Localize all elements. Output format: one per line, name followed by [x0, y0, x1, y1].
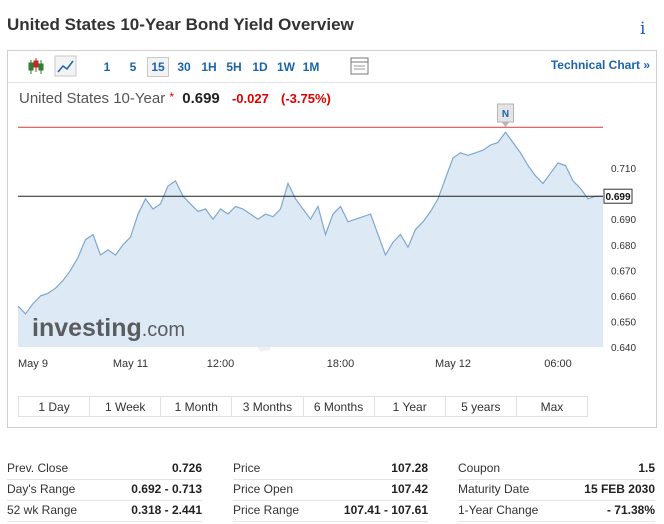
interval-button[interactable]: 15	[147, 57, 169, 77]
row-divider	[233, 479, 428, 480]
range-button[interactable]: 3 Months	[231, 396, 304, 417]
technical-chart-link[interactable]: Technical Chart »	[550, 58, 650, 72]
logo: investing.com	[32, 314, 185, 342]
range-button[interactable]: 6 Months	[302, 396, 375, 417]
change-percent: (-3.75%)	[281, 91, 331, 106]
row-divider	[458, 500, 655, 501]
row-divider	[458, 479, 655, 480]
logo-suffix: .com	[142, 319, 185, 341]
interval-button[interactable]: 1H	[201, 60, 217, 74]
stat-value: 0.692 - 0.713	[131, 482, 202, 496]
range-button[interactable]: 1 Month	[160, 396, 233, 417]
row-divider	[7, 479, 202, 480]
price: 0.699	[182, 90, 220, 107]
y-tick-label: 0.660	[611, 292, 636, 303]
y-tick-label: 0.680	[611, 241, 636, 252]
line-chart-icon[interactable]	[54, 55, 77, 77]
interval-button[interactable]: 1	[103, 60, 111, 74]
interval-button[interactable]: 1M	[302, 60, 320, 74]
interval-button[interactable]: 5H	[226, 60, 242, 74]
last-price-box	[603, 188, 633, 204]
x-tick-label: May 12	[435, 358, 471, 370]
range-button[interactable]: 1 Year	[373, 396, 446, 417]
range-button[interactable]: 1 Day	[18, 396, 91, 417]
row-divider	[7, 500, 202, 501]
page-title: United States 10-Year Bond Yield Overvie…	[7, 15, 354, 34]
row-divider	[458, 521, 655, 522]
quote-row: United States 10-Year * 0.699 -0.027 (-3…	[19, 90, 331, 107]
interval-button[interactable]: 30	[177, 60, 191, 74]
news-flag-pointer	[501, 122, 510, 127]
stat-label: 1-Year Change	[458, 503, 539, 517]
toolbar-icons	[28, 55, 369, 77]
interval-button[interactable]: 1W	[277, 60, 295, 74]
row-divider	[7, 521, 202, 522]
last-price-label: 0.699	[605, 192, 630, 203]
logo-name: investing	[32, 314, 142, 342]
change: -0.027	[231, 91, 269, 106]
y-tick-label: 0.710	[611, 164, 636, 175]
x-tick-label: 12:00	[207, 358, 235, 370]
y-tick-label: 0.690	[611, 215, 636, 226]
stat-value: - 71.38%	[606, 503, 655, 517]
candle-icon[interactable]	[28, 58, 44, 74]
price-line	[17, 131, 603, 315]
stat-value: 107.42	[391, 482, 428, 496]
interval-button[interactable]: 5	[129, 60, 137, 74]
settings-icon[interactable]	[350, 57, 369, 75]
x-tick-label: May 11	[113, 358, 148, 370]
instrument-name: United States 10-Year	[19, 90, 166, 107]
stat-label: Price Open	[233, 482, 294, 496]
stat-label: Day's Range	[7, 482, 76, 496]
x-tick-label: 18:00	[327, 358, 355, 370]
delay-marker: *	[169, 90, 175, 104]
separator	[8, 82, 656, 83]
stat-label: Maturity Date	[458, 482, 530, 496]
stat-label: Coupon	[458, 461, 501, 475]
interval-button[interactable]: 1D	[252, 60, 268, 74]
x-tick-label: May 9	[18, 358, 48, 370]
y-tick-label: 0.650	[611, 317, 636, 328]
stat-value: 0.318 - 2.441	[131, 503, 202, 517]
news-flag-label: N	[502, 109, 509, 120]
stat-label: 52 wk Range	[7, 503, 78, 517]
y-tick-label: 0.640	[611, 343, 636, 354]
stat-value: 1.5	[638, 461, 655, 475]
range-button[interactable]: Max	[515, 396, 588, 417]
chart-widget	[7, 50, 657, 428]
chart: WikiFXinvesting.com0.6990.6400.6500.6600…	[17, 103, 636, 370]
range-button[interactable]: 1 Week	[89, 396, 162, 417]
stat-label: Price	[233, 461, 261, 475]
stat-label: Prev. Close	[7, 461, 69, 475]
stat-label: Price Range	[233, 503, 300, 517]
stat-value: 107.41 - 107.61	[343, 503, 428, 517]
row-divider	[233, 500, 428, 501]
stat-value: 107.28	[391, 461, 428, 475]
stat-value: 15 FEB 2030	[584, 482, 655, 496]
row-divider	[233, 521, 428, 522]
area-fill	[18, 132, 603, 347]
range-button[interactable]: 5 years	[444, 396, 517, 417]
info-icon[interactable]: i	[640, 19, 646, 39]
x-tick-label: 06:00	[544, 358, 572, 370]
y-tick-label: 0.670	[611, 266, 636, 277]
stat-value: 0.726	[171, 461, 202, 475]
